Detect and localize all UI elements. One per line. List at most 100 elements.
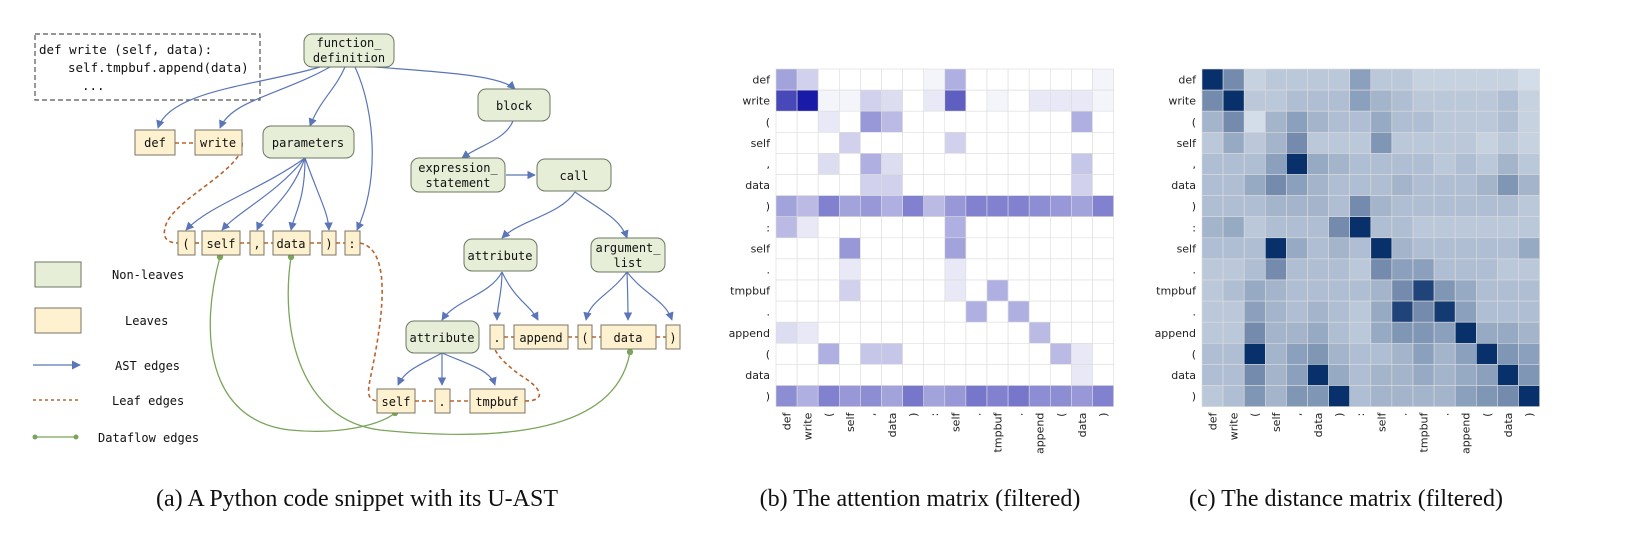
distance-cell-13-0 [1201, 342, 1224, 365]
caption-c: (c) The distance matrix (filtered) [1189, 486, 1503, 512]
distance-cell-15-12 [1454, 385, 1477, 407]
distance-row-label: data [1171, 369, 1196, 382]
code-snippet: def write (self, data): self.tmpbuf.appe… [34, 33, 261, 101]
attention-cell-3-5 [881, 132, 903, 154]
leaf-rparen-2: ) [665, 324, 681, 350]
attention-cell-0-9 [965, 68, 988, 91]
attention-cell-8-0 [775, 237, 798, 260]
distance-cell-2-0 [1201, 110, 1224, 133]
distance-cell-15-4 [1286, 385, 1308, 407]
distance-cell-0-9 [1391, 68, 1414, 91]
attention-cell-15-10 [986, 385, 1009, 407]
attention-cell-9-8 [944, 258, 967, 281]
attention-cell-10-6 [902, 279, 924, 302]
distance-col-label: append [1460, 413, 1473, 454]
attention-cell-0-15 [1092, 68, 1114, 91]
attention-cell-11-10 [986, 300, 1009, 323]
distance-cell-6-6 [1328, 195, 1350, 218]
distance-cell-4-2 [1243, 153, 1266, 175]
distance-cell-9-5 [1307, 258, 1329, 281]
attention-cell-12-4 [860, 321, 882, 344]
distance-cell-6-4 [1286, 195, 1308, 218]
attention-cell-15-1 [796, 385, 819, 407]
distance-cell-4-1 [1222, 153, 1245, 175]
distance-cell-2-12 [1454, 110, 1477, 133]
distance-cell-4-0 [1201, 153, 1224, 175]
attention-cell-7-12 [1028, 216, 1051, 239]
distance-cell-7-7 [1349, 216, 1372, 239]
distance-cell-0-14 [1497, 68, 1519, 91]
distance-col-label: ) [1333, 413, 1346, 417]
distance-cell-12-8 [1370, 321, 1393, 344]
attention-cell-10-14 [1071, 279, 1093, 302]
distance-cell-1-2 [1243, 89, 1266, 112]
attention-cell-5-0 [775, 174, 798, 196]
distance-cell-8-11 [1433, 237, 1456, 260]
distance-cell-8-4 [1286, 237, 1308, 260]
distance-cell-5-0 [1201, 174, 1224, 196]
attention-col-label: self [949, 411, 962, 432]
legend-dataflow-edges: Dataflow edges [32, 431, 199, 445]
svg-text:expression_: expression_ [418, 161, 498, 175]
distance-cell-14-2 [1243, 364, 1266, 386]
attention-cell-2-11 [1007, 110, 1030, 133]
distance-cell-2-4 [1286, 110, 1308, 133]
attention-cell-12-9 [965, 321, 988, 344]
svg-text:,: , [253, 237, 260, 251]
attention-cell-0-7 [923, 68, 946, 91]
distance-cell-11-2 [1243, 300, 1266, 323]
attention-cell-10-8 [944, 279, 967, 302]
svg-text:Leaf edges: Leaf edges [112, 394, 184, 408]
attention-cell-5-9 [965, 174, 988, 196]
attention-cell-13-7 [923, 342, 946, 365]
legend-nonleaves: Non-leaves [34, 261, 184, 288]
distance-cell-8-1 [1222, 237, 1245, 260]
distance-cell-4-6 [1328, 153, 1350, 175]
distance-cell-11-0 [1201, 300, 1224, 323]
distance-cell-0-1 [1222, 68, 1245, 91]
attention-cell-6-4 [860, 195, 882, 218]
distance-cell-10-12 [1454, 279, 1477, 302]
attention-cell-9-2 [817, 258, 840, 281]
attention-row-label: self [751, 242, 772, 255]
attention-cell-0-2 [817, 68, 840, 91]
attention-cell-0-1 [796, 68, 819, 91]
distance-cell-6-15 [1518, 195, 1540, 218]
node-function-definition: function_ definition [303, 33, 395, 68]
attention-cell-5-4 [860, 174, 882, 196]
distance-cell-7-5 [1307, 216, 1329, 239]
distance-cell-10-0 [1201, 279, 1224, 302]
svg-text:Dataflow edges: Dataflow edges [98, 431, 199, 445]
attention-cell-8-11 [1007, 237, 1030, 260]
attention-cell-14-7 [923, 364, 946, 386]
distance-cell-1-3 [1265, 89, 1287, 112]
attention-cell-4-13 [1050, 153, 1072, 175]
distance-cell-1-4 [1286, 89, 1308, 112]
distance-cell-5-13 [1476, 174, 1498, 196]
distance-cell-9-7 [1349, 258, 1372, 281]
attention-row-label: . [767, 306, 771, 319]
distance-cell-13-4 [1286, 342, 1308, 365]
distance-cell-14-11 [1433, 364, 1456, 386]
attention-col-label: : [928, 413, 941, 417]
attention-cell-1-10 [986, 89, 1009, 112]
attention-col-label: . [970, 413, 983, 417]
distance-cell-6-11 [1433, 195, 1456, 218]
distance-cell-10-14 [1497, 279, 1519, 302]
attention-cell-5-2 [817, 174, 840, 196]
attention-cell-11-4 [860, 300, 882, 323]
distance-cell-2-7 [1349, 110, 1372, 133]
svg-text:data: data [277, 237, 306, 251]
attention-row-label: ) [766, 390, 770, 403]
attention-cell-1-4 [860, 89, 882, 112]
distance-cell-10-6 [1328, 279, 1350, 302]
distance-row-label: . [1193, 263, 1197, 276]
attention-cell-12-2 [817, 321, 840, 344]
attention-cell-10-13 [1050, 279, 1072, 302]
distance-cell-5-4 [1286, 174, 1308, 196]
panel-c-heatmap: def write (self, data): self. tmpbuf. append (d… [1155, 68, 1540, 512]
attention-cell-12-12 [1028, 321, 1051, 344]
attention-cell-8-6 [902, 237, 924, 260]
attention-cell-10-3 [838, 279, 861, 302]
attention-cell-14-15 [1092, 364, 1114, 386]
